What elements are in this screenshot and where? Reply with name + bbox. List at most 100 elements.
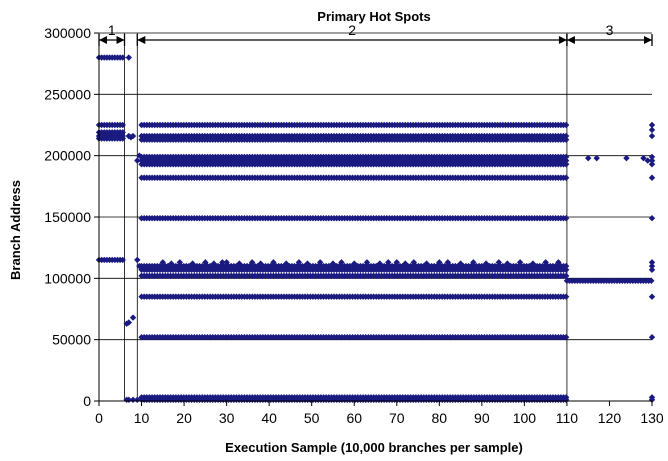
region-markers: 1 2 3: [98, 22, 653, 401]
data-point-35: [376, 260, 383, 267]
data-point-57: [648, 121, 656, 129]
y-tick-label-5: 250000: [44, 86, 91, 102]
data-point-64: [648, 215, 656, 222]
data-point-15: [159, 259, 167, 266]
data-point-66: [648, 262, 656, 270]
x-tick-label-9: 90: [474, 410, 490, 426]
x-axis-title: Execution Sample (10,000 branches per sa…: [225, 440, 523, 455]
x-tick-label-7: 70: [389, 410, 405, 426]
data-point-18: [189, 260, 196, 267]
data-point-0: [125, 54, 132, 61]
data-point-43: [457, 260, 464, 267]
data-point-20: [210, 260, 218, 267]
data-point-26: [270, 259, 277, 266]
data-point-31: [329, 260, 337, 267]
band-11-point-161: [562, 161, 570, 168]
data-point-30: [317, 259, 324, 266]
data-points: [95, 54, 656, 403]
data-point-2: [127, 134, 135, 141]
data-point-58: [648, 126, 656, 134]
region-arrowhead-right-1: [558, 36, 567, 44]
data-point-59: [648, 132, 656, 140]
region-arrowhead-left-0: [99, 36, 107, 44]
data-point-23: [236, 260, 243, 267]
x-tick-label-10: 100: [513, 410, 537, 426]
data-point-54: [623, 154, 630, 162]
band-8-point-161: [562, 136, 570, 143]
data-point-17: [176, 259, 184, 266]
data-point-65: [648, 259, 656, 266]
data-point-41: [436, 259, 443, 266]
data-point-50: [542, 259, 549, 266]
data-point-5: [125, 319, 132, 326]
band-1-point-9: [119, 121, 126, 129]
data-point-56: [644, 157, 651, 164]
x-tick-label-0: 0: [95, 410, 103, 426]
x-tick-label-2: 20: [176, 410, 192, 426]
data-point-38: [402, 260, 409, 267]
data-point-60: [648, 153, 656, 161]
band-14-point-161: [562, 262, 570, 270]
x-tick-label-6: 60: [346, 410, 362, 426]
data-point-69: [648, 334, 656, 341]
data-point-22: [223, 259, 230, 266]
x-tick-label-13: 130: [640, 410, 664, 426]
data-point-27: [282, 260, 290, 267]
data-point-16: [168, 260, 175, 267]
band-6-point-161: [562, 121, 570, 129]
band-4-point-9: [119, 135, 126, 142]
data-point-48: [516, 259, 524, 266]
y-tick-label-0: 0: [83, 393, 91, 409]
data-point-51: [555, 259, 562, 266]
data-point-28: [295, 259, 303, 266]
x-tick-label-5: 50: [304, 410, 320, 426]
tick-labels: 0 50000 100000 150000 200000 250000 300000 0 10 2…: [44, 25, 664, 426]
data-point-6: [129, 314, 137, 321]
data-point-68: [648, 293, 656, 300]
band-9-point-161: [562, 153, 570, 161]
y-tick-label-1: 50000: [52, 332, 91, 348]
data-point-44: [470, 259, 477, 266]
data-point-61: [648, 157, 656, 164]
data-point-3: [129, 132, 137, 140]
data-point-47: [504, 260, 511, 267]
x-tick-label-3: 30: [219, 410, 235, 426]
data-point-12: [134, 256, 141, 264]
data-point-63: [648, 174, 656, 181]
data-point-40: [423, 260, 430, 267]
data-point-32: [338, 259, 345, 266]
region-label-0: 1: [108, 22, 116, 38]
region-label-1: 2: [348, 22, 356, 38]
data-point-49: [529, 260, 537, 267]
band-21-point-32: [648, 277, 655, 284]
region-label-2: 3: [606, 22, 614, 38]
data-point-45: [482, 260, 490, 267]
data-point-42: [444, 259, 452, 266]
y-tick-label-4: 200000: [44, 148, 91, 164]
x-tick-label-8: 80: [432, 410, 448, 426]
data-point-67: [648, 266, 656, 273]
region-arrowhead-right-2: [644, 36, 652, 44]
x-tick-label-11: 110: [556, 410, 579, 426]
band-16-point-161: [562, 272, 570, 280]
data-point-46: [495, 259, 503, 266]
data-point-29: [304, 260, 311, 267]
y-tick-label-6: 300000: [44, 25, 91, 41]
region-arrowhead-left-2: [566, 36, 575, 44]
region-arrowhead-right-0: [116, 36, 125, 44]
data-point-13: [136, 152, 143, 159]
band-18-point-161: [562, 334, 570, 341]
gridlines: [99, 32, 652, 341]
data-point-36: [385, 259, 392, 266]
data-point-33: [351, 260, 358, 267]
band-12-point-161: [562, 174, 570, 181]
data-point-39: [410, 259, 417, 266]
band-0-point-9: [119, 54, 126, 61]
x-tick-label-12: 120: [598, 410, 622, 426]
data-point-14: [136, 262, 143, 270]
axes: [94, 32, 653, 406]
data-point-19: [202, 259, 209, 266]
x-tick-label-4: 40: [261, 410, 277, 426]
